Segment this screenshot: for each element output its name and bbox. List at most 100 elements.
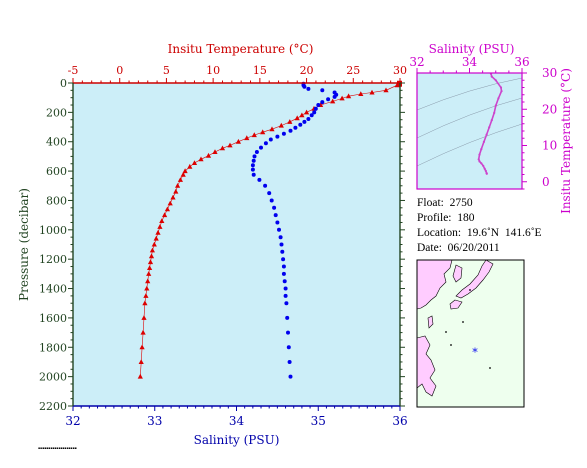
salinity-point [278,235,283,240]
temperature-point [346,93,352,99]
ts-top-axis-title: Salinity (PSU) [429,42,515,56]
left-axis-tick-label: 2200 [39,400,67,413]
map-philippines [416,335,437,397]
salinity-point [316,103,321,107]
ts-curve [477,73,503,175]
temperature-point [155,230,161,235]
ts-plot-background [417,73,522,189]
temperature-point [191,160,198,165]
salinity-point [252,154,257,159]
ts-point [483,167,486,170]
map-island [462,321,464,323]
temperature-point [142,300,148,306]
map-island [450,344,452,346]
map-island [445,331,447,333]
salinity-point [320,100,325,105]
location-text: Location: 19.6˚N 141.6˚E [417,227,542,239]
salinity-point [263,183,268,188]
map-island [469,289,471,291]
ts-density-contour [416,123,523,167]
ts-point [485,172,488,175]
salinity-point [302,84,307,89]
salinity-point [281,257,286,262]
ts-point [490,119,493,122]
temperature-point [198,156,204,162]
bottom-axis-tick-label: 34 [229,414,245,428]
temperature-point [147,265,153,270]
map-mainland [416,259,453,310]
temperature-point [244,135,250,141]
salinity-point [286,330,290,335]
temperature-point [157,224,163,229]
ts-point [484,169,487,172]
salinity-point [250,163,255,168]
ts-point [490,75,493,78]
ts-right-axis-title: Insitu Temperature (°C) [559,68,573,214]
temperature-point [187,163,193,169]
salinity-point [251,172,256,177]
salinity-point [288,128,293,133]
salinity-point [275,134,280,139]
temperature-point [182,168,188,174]
temperature-point [145,278,151,284]
float-location-marker: * [472,346,478,359]
temperature-point [175,183,181,188]
ts-right-tick-label: 30 [542,66,557,80]
top-axis-tick-label: 15 [253,64,267,77]
salinity-point [298,122,303,127]
ts-right-tick-label: 10 [542,139,557,153]
salinity-point [259,145,263,150]
temperature-point [146,271,152,276]
top-axis-tick-label: 0 [116,64,123,77]
top-axis-tick-label: 25 [346,64,360,77]
ts-point [478,153,481,156]
bottom-axis-tick-label: 32 [65,414,80,428]
ts-point [482,164,485,167]
salinity-point [287,360,292,364]
temperature-point [141,315,147,320]
temperature-point [227,142,233,148]
salinity-point [281,131,286,136]
salinity-point [273,213,278,218]
salinity-point [269,198,274,203]
temperature-point [269,126,275,132]
temperature-point [180,172,186,177]
salinity-point [281,264,286,269]
left-axis-tick-label: 0 [60,77,67,90]
salinity-point [293,125,298,130]
salinity-point [326,97,331,102]
ts-point [480,162,483,165]
left-axis-title: Pressure (decibar) [17,188,31,301]
left-axis-tick-label: 1600 [39,312,67,325]
left-axis-tick-label: 1800 [39,341,67,354]
temperature-point [143,293,149,298]
salinity-point [263,141,268,146]
salinity-point [268,137,273,142]
ts-density-contour [416,97,523,139]
left-axis-tick-label: 1400 [39,283,67,296]
left-axis-tick-label: 600 [46,165,67,178]
salinity-point [332,94,337,99]
temperature-point [153,235,159,241]
salinity-point [282,279,287,284]
ts-point [478,160,481,163]
temperature-point [330,98,336,104]
temperature-point [147,259,154,265]
temperature-point [164,206,170,212]
temperature-point [151,241,157,247]
ts-point [488,126,491,129]
temperature-point [170,194,176,200]
temperature-point [219,145,226,151]
temperature-point [294,115,300,121]
salinity-point [281,271,286,276]
ts-point [494,104,497,107]
temperature-point [137,373,143,379]
temperature-point [149,247,155,253]
salinity-point [285,315,290,320]
top-axis-tick-label: 30 [393,64,407,77]
location-map: * [416,259,525,408]
temperature-point [162,212,168,218]
salinity-point [288,374,293,379]
